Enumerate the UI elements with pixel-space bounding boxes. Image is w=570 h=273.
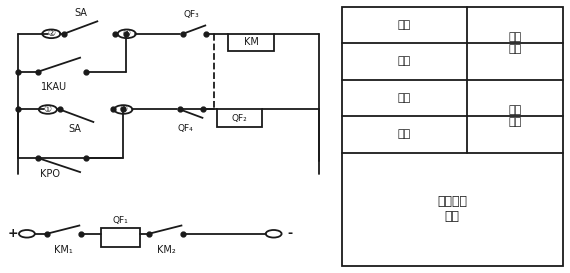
Text: -: - bbox=[287, 227, 292, 240]
Text: 手动: 手动 bbox=[397, 20, 411, 30]
Text: KM: KM bbox=[243, 37, 258, 48]
Text: ①: ① bbox=[44, 105, 52, 114]
Text: 1KAU: 1KAU bbox=[41, 82, 67, 93]
Bar bbox=[217, 109, 262, 127]
Text: 自动: 自动 bbox=[397, 129, 411, 140]
Text: QF₂: QF₂ bbox=[232, 114, 247, 123]
Text: KM₂: KM₂ bbox=[157, 245, 175, 255]
Text: 自动: 自动 bbox=[397, 57, 411, 67]
Text: KM₁: KM₁ bbox=[54, 245, 73, 255]
Text: SA: SA bbox=[69, 124, 82, 134]
Text: KPO: KPO bbox=[40, 169, 60, 179]
Bar bbox=[228, 34, 274, 51]
Text: 手动: 手动 bbox=[397, 93, 411, 103]
Text: ④: ④ bbox=[123, 29, 131, 38]
Text: QF₄: QF₄ bbox=[178, 124, 194, 133]
Text: 合闸线圈
回路: 合闸线圈 回路 bbox=[437, 195, 467, 224]
Text: QF₁: QF₁ bbox=[113, 216, 128, 225]
Text: QF₃: QF₃ bbox=[184, 10, 199, 19]
Text: SA: SA bbox=[74, 8, 87, 17]
Text: 合闸
回路: 合闸 回路 bbox=[508, 32, 522, 54]
Text: +: + bbox=[7, 227, 18, 240]
Text: 分闸
回路: 分闸 回路 bbox=[508, 105, 522, 127]
Text: ③: ③ bbox=[119, 105, 128, 114]
Bar bbox=[342, 7, 563, 266]
Bar bbox=[101, 229, 140, 247]
Text: ②: ② bbox=[47, 29, 55, 38]
